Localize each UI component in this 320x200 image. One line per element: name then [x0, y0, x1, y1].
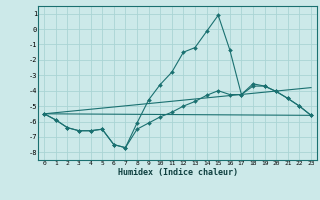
X-axis label: Humidex (Indice chaleur): Humidex (Indice chaleur) [118, 168, 238, 177]
